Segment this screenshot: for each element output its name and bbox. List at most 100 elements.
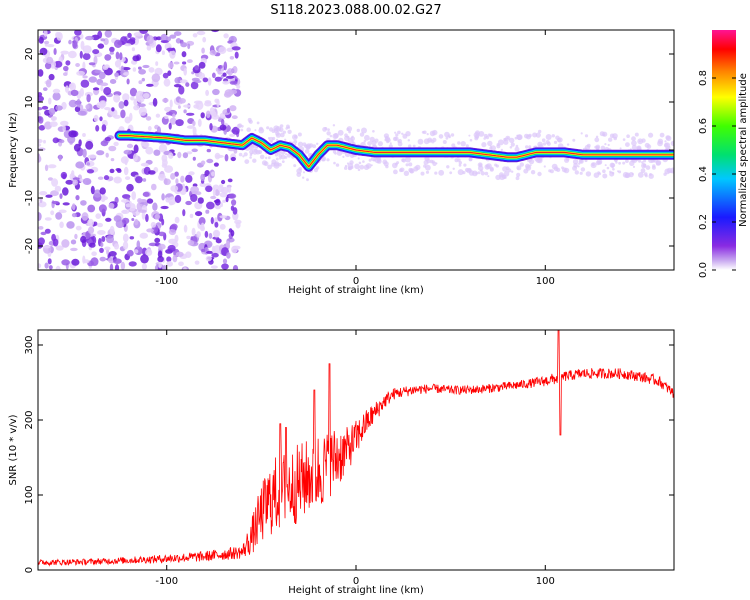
halo-speck — [666, 167, 673, 174]
y-tick-label: -10 — [24, 190, 35, 206]
noise-speck — [115, 51, 120, 60]
noise-speck — [43, 139, 46, 144]
noise-speck — [228, 228, 233, 233]
halo-speck — [495, 174, 501, 181]
noise-speck — [201, 47, 205, 54]
halo-speck — [304, 149, 310, 154]
noise-speck — [125, 203, 132, 208]
noise-speck — [62, 202, 70, 206]
noise-speck — [154, 81, 159, 86]
noise-speck — [62, 125, 66, 133]
noise-speck — [88, 76, 98, 83]
noise-speck — [82, 255, 86, 264]
noise-speck — [152, 97, 158, 107]
noise-speck — [155, 44, 162, 53]
noise-speck — [38, 36, 44, 44]
halo-speck — [393, 169, 398, 175]
halo-speck — [579, 159, 583, 163]
halo-speck — [402, 133, 408, 139]
noise-speck — [230, 156, 236, 162]
halo-speck — [421, 130, 425, 134]
halo-speck — [335, 163, 340, 167]
halo-speck — [446, 165, 450, 169]
noise-speck — [123, 99, 129, 107]
noise-speck — [207, 77, 212, 86]
noise-speck — [133, 153, 138, 162]
noise-speck — [174, 234, 179, 243]
noise-speck — [170, 185, 179, 192]
halo-speck — [266, 126, 270, 130]
noise-speck — [97, 222, 103, 228]
halo-speck — [632, 165, 636, 168]
noise-speck — [129, 236, 135, 240]
noise-speck — [58, 209, 67, 214]
noise-speck — [96, 150, 105, 156]
noise-speck — [60, 50, 69, 55]
noise-speck — [99, 247, 104, 253]
noise-speck — [124, 43, 132, 47]
noise-speck — [222, 199, 227, 203]
noise-speck — [138, 69, 147, 75]
noise-speck — [70, 239, 77, 245]
halo-speck — [572, 138, 576, 142]
halo-speck — [516, 172, 521, 177]
halo-speck — [420, 171, 425, 176]
noise-speck — [99, 82, 109, 87]
noise-speck — [172, 113, 176, 118]
halo-speck — [334, 152, 337, 155]
x-tick-label: 100 — [536, 276, 555, 287]
noise-speck — [59, 193, 63, 199]
noise-speck — [221, 179, 226, 185]
halo-speck — [249, 153, 253, 157]
halo-speck — [489, 133, 493, 138]
noise-speck — [222, 258, 228, 264]
halo-speck — [359, 132, 365, 137]
noise-speck — [215, 238, 222, 244]
halo-speck — [545, 134, 552, 140]
noise-speck — [154, 237, 161, 243]
halo-speck — [408, 144, 412, 148]
noise-speck — [209, 49, 217, 56]
noise-speck — [87, 154, 97, 159]
halo-speck — [278, 127, 284, 132]
noise-speck — [173, 84, 182, 88]
noise-speck — [214, 221, 219, 228]
halo-speck — [408, 162, 413, 167]
noise-speck — [206, 250, 214, 254]
noise-speck — [113, 176, 122, 184]
noise-speck — [77, 110, 87, 116]
noise-speck — [155, 113, 161, 118]
noise-speck — [123, 72, 130, 76]
halo-speck — [465, 144, 469, 148]
halo-speck — [322, 126, 327, 132]
halo-speck — [377, 141, 383, 147]
noise-speck — [88, 62, 96, 66]
noise-speck — [138, 209, 147, 213]
noise-speck — [161, 218, 165, 226]
noise-speck — [142, 178, 147, 182]
noise-speck — [53, 48, 57, 55]
noise-speck — [120, 65, 124, 75]
noise-speck — [46, 56, 54, 64]
halo-speck — [594, 137, 600, 143]
halo-speck — [535, 132, 541, 138]
noise-speck — [86, 162, 91, 166]
halo-speck — [553, 140, 558, 144]
halo-speck — [287, 129, 292, 134]
noise-speck — [235, 221, 241, 229]
halo-speck — [577, 165, 580, 168]
halo-speck — [561, 167, 567, 173]
snr-y-axis-label: SNR (10 * v/v) — [8, 414, 19, 485]
figure-title: S118.2023.088.00.02.G27 — [270, 3, 441, 18]
noise-speck — [55, 105, 63, 111]
halo-speck — [574, 170, 579, 175]
noise-speck — [65, 85, 69, 93]
noise-speck — [63, 65, 69, 72]
halo-speck — [357, 168, 361, 172]
halo-speck — [297, 141, 304, 147]
halo-speck — [326, 131, 331, 136]
noise-speck — [212, 72, 216, 79]
halo-speck — [494, 163, 498, 167]
halo-speck — [401, 132, 404, 135]
halo-speck — [404, 156, 411, 163]
